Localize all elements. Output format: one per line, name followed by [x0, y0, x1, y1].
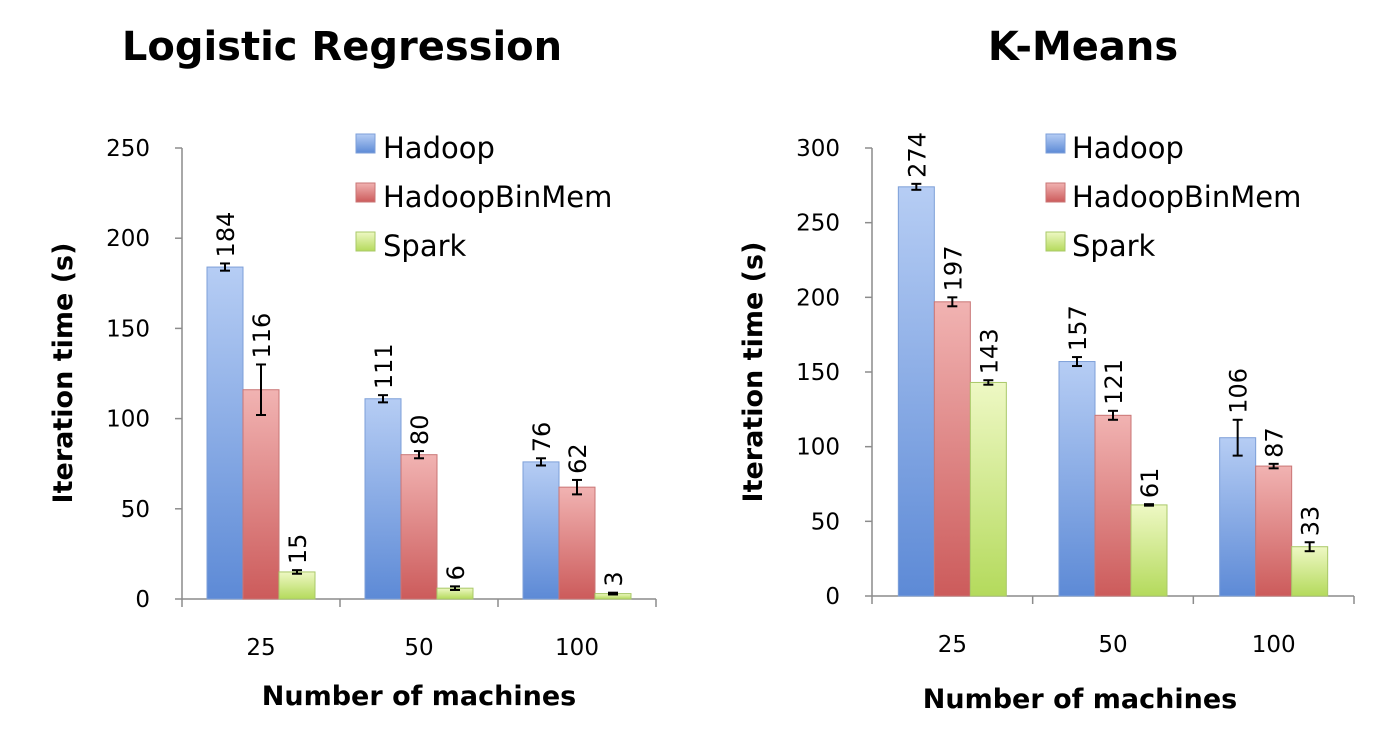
legend-label-spark: Spark [1072, 229, 1156, 263]
legend-swatch-spark [355, 231, 376, 252]
data-label: 184 [212, 212, 240, 258]
y-axis-label: Iteration time (s) [738, 242, 769, 503]
y-tick-label: 150 [796, 360, 840, 386]
data-label: 157 [1064, 305, 1092, 351]
data-label: 121 [1100, 359, 1128, 405]
x-category-label: 25 [938, 632, 967, 658]
y-tick-label: 100 [106, 407, 150, 433]
bar-hadoop-50 [364, 398, 402, 600]
y-tick-label: 0 [825, 584, 840, 610]
chart-kmeans: K-Means 0 50 100 150 200 250 300 25 50 100 Number o… [738, 24, 1355, 715]
chart-title: K-Means [988, 24, 1178, 70]
bar-hadoop-25 [897, 186, 935, 597]
legend-label-spark: Spark [383, 229, 467, 263]
y-tick-label: 50 [811, 509, 840, 535]
legend-label-hadoopbinmem: HadoopBinMem [383, 180, 612, 214]
data-label: 274 [903, 132, 931, 178]
bar-spark-25 [969, 381, 1007, 597]
data-label: 111 [370, 343, 398, 389]
x-category-label: 25 [246, 635, 275, 661]
legend-swatch-hadoop [1045, 133, 1066, 154]
y-tick-label: 100 [796, 435, 840, 461]
data-label: 61 [1136, 468, 1164, 499]
bar-spark-100 [1291, 546, 1329, 597]
bar-hadoop-50 [1058, 361, 1096, 597]
bar-hadoop-100 [522, 461, 560, 600]
bar-spark-50 [1130, 504, 1168, 597]
y-tick-label: 250 [106, 136, 150, 162]
bar-hadoopbinmem-50 [400, 454, 438, 600]
data-label: 76 [528, 422, 556, 453]
y-tick-label: 50 [121, 497, 150, 523]
y-tick-label: 300 [796, 136, 840, 162]
x-category-label: 50 [1098, 632, 1127, 658]
legend-swatch-spark [1045, 231, 1066, 252]
data-label: 143 [975, 328, 1003, 374]
y-tick-label: 200 [796, 285, 840, 311]
bar-hadoopbinmem-100 [1255, 465, 1293, 597]
bar-hadoopbinmem-25 [242, 389, 280, 600]
data-label: 3 [600, 571, 628, 586]
data-label: 87 [1261, 427, 1289, 458]
bar-hadoopbinmem-50 [1094, 414, 1132, 597]
x-category-label: 100 [1252, 632, 1296, 658]
legend-label-hadoopbinmem: HadoopBinMem [1072, 180, 1301, 214]
x-category-label: 50 [404, 635, 433, 661]
y-tick-label: 200 [106, 226, 150, 252]
x-axis-label: Number of machines [262, 681, 576, 712]
data-label: 15 [284, 534, 312, 565]
y-axis-label: Iteration time (s) [48, 243, 79, 504]
data-label: 33 [1297, 506, 1325, 537]
data-label: 197 [939, 246, 967, 292]
legend-label-hadoop: Hadoop [1072, 131, 1184, 165]
chart-logreg: Logistic Regression 0 50 100 150 200 250 25 50 10… [48, 24, 657, 712]
legend-swatch-hadoop [355, 133, 376, 154]
bar-hadoop-25 [206, 266, 244, 600]
bar-hadoopbinmem-100 [558, 486, 596, 600]
data-label: 116 [248, 313, 276, 359]
legend-swatch-hadoopbinmem [1045, 182, 1066, 203]
x-axis-label: Number of machines [923, 684, 1237, 715]
data-label: 6 [442, 565, 470, 580]
bar-hadoop-100 [1219, 437, 1257, 597]
data-label: 80 [406, 415, 434, 446]
chart-title: Logistic Regression [122, 24, 562, 70]
bar-spark-25 [278, 571, 316, 600]
y-tick-label: 150 [106, 316, 150, 342]
legend-swatch-hadoopbinmem [355, 182, 376, 203]
x-category-label: 100 [555, 635, 599, 661]
legend-label-hadoop: Hadoop [383, 131, 495, 165]
data-label: 62 [564, 443, 592, 474]
bar-hadoopbinmem-25 [933, 301, 971, 597]
data-label: 106 [1225, 368, 1253, 414]
y-tick-label: 250 [796, 211, 840, 237]
y-tick-label: 0 [135, 587, 150, 613]
